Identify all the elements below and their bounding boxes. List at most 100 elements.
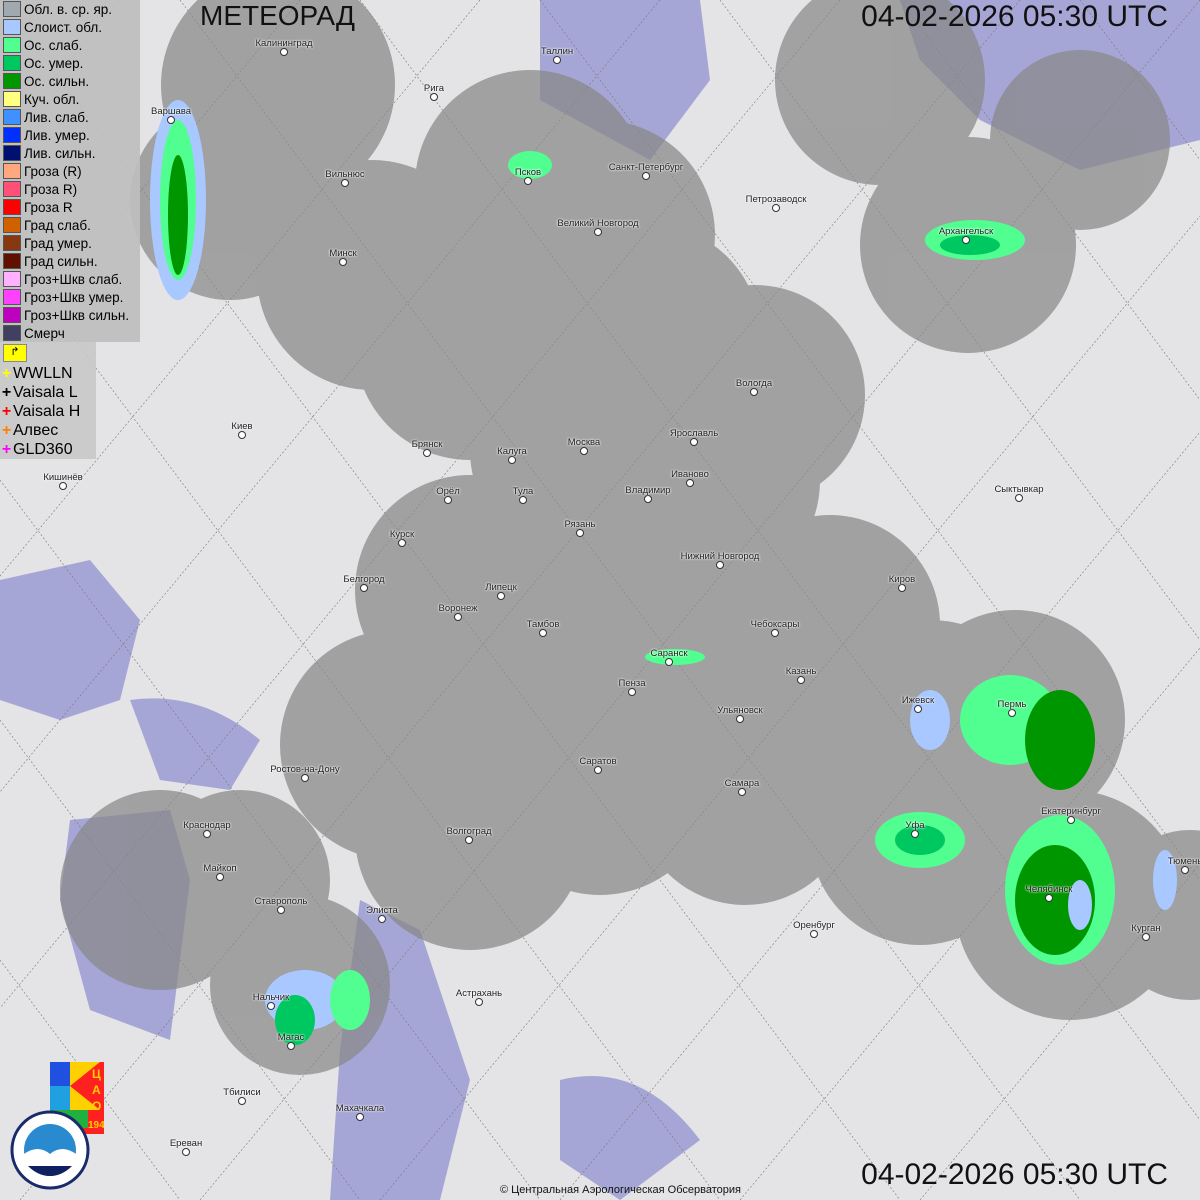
legend-swatch <box>3 289 21 305</box>
city-marker <box>508 456 516 464</box>
city-label: Чебоксары <box>750 619 800 630</box>
city-label: Калуга <box>497 446 527 457</box>
city-marker <box>167 116 175 124</box>
legend-label: Лив. умер. <box>24 127 90 143</box>
city-label: Майкоп <box>203 863 237 874</box>
plus-icon: + <box>1 383 12 401</box>
city-marker <box>898 584 906 592</box>
water-body <box>130 698 260 790</box>
city-marker <box>642 172 650 180</box>
legend-swatch <box>3 37 21 53</box>
lightning-legend: ↱ + WWLLN + Vaisala L + Vaisala H + Алвес + GLD36… <box>0 342 96 459</box>
city-marker <box>238 431 246 439</box>
legend-swatch <box>3 145 21 161</box>
city-marker <box>497 592 505 600</box>
city-marker <box>339 258 347 266</box>
precipitation-legend: Обл. в. ср. яр. Слоист. обл. Ос. слаб. Ос. … <box>0 0 140 342</box>
city-label: Белгород <box>343 574 385 585</box>
city-label: Вологда <box>735 378 773 389</box>
legend-item: Ос. слаб. <box>0 36 140 54</box>
city-marker <box>423 449 431 457</box>
city-label: Тамбов <box>526 619 560 630</box>
city-label: Ставрополь <box>254 896 308 907</box>
water-body <box>0 560 140 720</box>
city-marker <box>1008 709 1016 717</box>
city-marker <box>59 482 67 490</box>
legend-swatch <box>3 91 21 107</box>
legend-item: Слоист. обл. <box>0 18 140 36</box>
radar-coverage <box>60 0 1200 1075</box>
city-marker <box>539 629 547 637</box>
city-label: Архангельск <box>938 226 994 237</box>
city-label: Санкт-Петербург <box>608 162 684 173</box>
copyright: © Центральная Аэрологическая Обсерватори… <box>500 1184 741 1196</box>
city-label: Пермь <box>997 699 1027 710</box>
city-marker <box>301 774 309 782</box>
city-label: Калининград <box>255 38 313 49</box>
legend-swatch <box>3 199 21 215</box>
legend-label: Лив. слаб. <box>24 109 89 125</box>
legend-swatch <box>3 127 21 143</box>
city-marker <box>576 529 584 537</box>
lightning-source-item: + GLD360 <box>0 440 96 459</box>
city-label: Киров <box>888 574 916 585</box>
city-label: Тбилиси <box>223 1087 261 1098</box>
city-label: Махачкала <box>335 1103 385 1114</box>
precipitation-area <box>1068 880 1092 930</box>
legend-label: Лив. сильн. <box>24 145 96 161</box>
city-label: Москва <box>567 437 601 448</box>
city-marker <box>238 1097 246 1105</box>
legend-label: Обл. в. ср. яр. <box>24 1 113 17</box>
city-label: Нижний Новгород <box>680 551 760 562</box>
city-label: Иваново <box>671 469 709 480</box>
precipitation-area <box>1025 690 1095 790</box>
city-label: Тула <box>512 486 534 497</box>
city-label: Астрахань <box>455 988 503 999</box>
legend-item: Лив. слаб. <box>0 108 140 126</box>
radar-circle <box>775 0 985 185</box>
legend-item: Гроз+Шкв сильн. <box>0 306 140 324</box>
legend-swatch <box>3 109 21 125</box>
city-marker <box>1142 933 1150 941</box>
city-label: Самара <box>724 778 760 789</box>
legend-label: Гроз+Шкв умер. <box>24 289 124 305</box>
lightning-source-label: WWLLN <box>13 364 73 382</box>
lightning-source-label: Vaisala H <box>13 402 81 420</box>
legend-label: Гроз+Шкв сильн. <box>24 307 130 323</box>
plus-icon: + <box>1 402 12 420</box>
legend-label: Гроз+Шкв слаб. <box>24 271 123 287</box>
legend-item: Гроза (R) <box>0 162 140 180</box>
city-marker <box>750 388 758 396</box>
city-marker <box>690 438 698 446</box>
svg-text:Ц: Ц <box>92 1067 101 1081</box>
city-marker <box>1067 816 1075 824</box>
precipitation-area <box>645 649 705 665</box>
city-marker <box>341 179 349 187</box>
lightning-source-item: + Vaisala H <box>0 402 96 421</box>
lightning-toggle-icon[interactable]: ↱ <box>3 344 27 362</box>
legend-swatch <box>3 163 21 179</box>
water-body <box>560 1076 700 1200</box>
legend-item: Град сильн. <box>0 252 140 270</box>
city-label: Таллин <box>540 46 574 57</box>
city-label: Курск <box>389 529 415 540</box>
page-title: МЕТЕОРАД <box>200 0 355 31</box>
city-marker <box>519 496 527 504</box>
city-marker <box>962 236 970 244</box>
legend-swatch <box>3 307 21 323</box>
legend-item: Обл. в. ср. яр. <box>0 0 140 18</box>
city-marker <box>277 906 285 914</box>
city-label: Великий Новгород <box>557 218 639 229</box>
city-marker <box>1045 894 1053 902</box>
city-label: Рига <box>423 83 445 94</box>
city-marker <box>287 1042 295 1050</box>
city-label: Псков <box>514 167 542 178</box>
city-label: Магас <box>277 1032 305 1043</box>
city-marker <box>398 539 406 547</box>
city-label: Вильнюс <box>325 169 365 180</box>
lightning-source-label: Vaisala L <box>13 383 78 401</box>
legend-label: Смерч <box>24 325 65 341</box>
city-marker <box>216 873 224 881</box>
